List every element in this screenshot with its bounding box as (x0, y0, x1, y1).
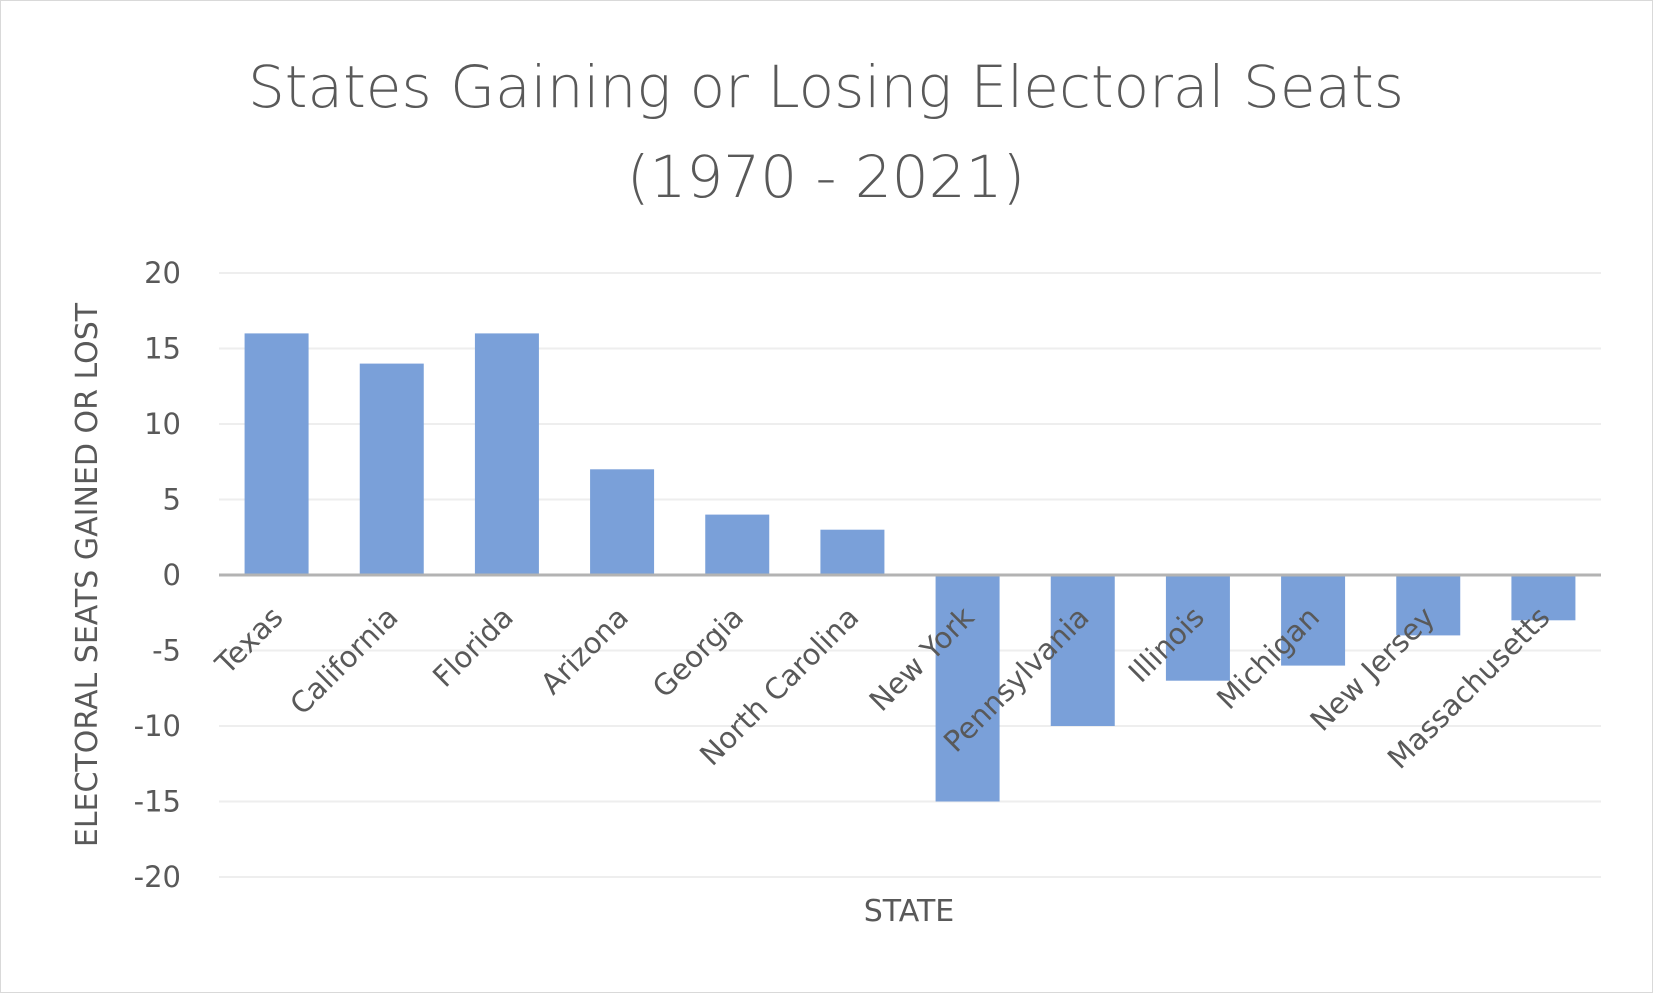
y-axis-title: ELECTORAL SEATS GAINED OR LOST (70, 302, 105, 847)
bar-north-carolina (820, 529, 885, 575)
y-axis-tick-labels: 20 15 10 5 0 -5 -10 -15 -20 (134, 256, 181, 894)
bar-texas (244, 333, 309, 575)
bar-florida (474, 333, 539, 575)
bar-massachusetts (1511, 575, 1576, 621)
x-axis-title: STATE (864, 894, 955, 929)
bar-georgia (705, 514, 770, 575)
y-tick-label: -5 (152, 634, 181, 668)
bar-michigan (1281, 575, 1346, 666)
y-tick-label: -20 (134, 860, 181, 894)
chart-title-line-2: (1970 - 2021) (627, 143, 1025, 211)
bar-pennsylvania (1050, 575, 1115, 726)
y-tick-label: 10 (144, 407, 181, 441)
chart-title-line-1: States Gaining or Losing Electoral Seats (248, 53, 1404, 121)
x-tick-label: California (283, 600, 404, 721)
bar-new-jersey (1396, 575, 1461, 636)
bars (244, 333, 1576, 802)
y-tick-label: 15 (144, 332, 181, 366)
bar-new-york (935, 575, 1000, 802)
y-tick-label: 5 (163, 483, 181, 517)
x-tick-label: Florida (426, 600, 520, 694)
y-tick-label: 20 (144, 256, 181, 290)
bar-california (359, 363, 424, 575)
chart-title: States Gaining or Losing Electoral Seats… (248, 53, 1404, 211)
y-tick-label: -15 (134, 785, 181, 819)
y-tick-label: -10 (134, 709, 181, 743)
bar-arizona (590, 469, 655, 575)
bar-illinois (1165, 575, 1230, 681)
x-tick-label: Texas (208, 600, 289, 681)
x-tick-label: Georgia (646, 600, 750, 704)
y-tick-label: 0 (163, 558, 181, 592)
gridlines (219, 272, 1601, 878)
